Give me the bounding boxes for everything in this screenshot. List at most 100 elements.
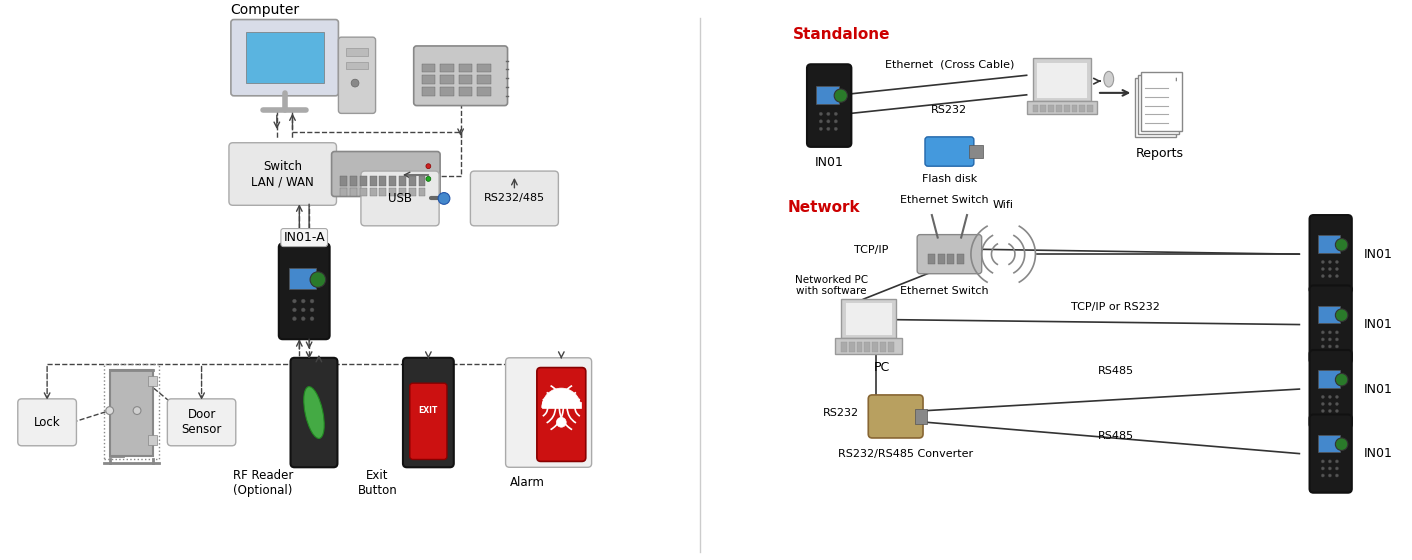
Circle shape	[292, 317, 297, 321]
FancyBboxPatch shape	[844, 302, 892, 335]
Text: Ethernet  (Cross Cable): Ethernet (Cross Cable)	[885, 59, 1014, 69]
Bar	[104, 363, 158, 459]
Text: Wifi: Wifi	[993, 200, 1014, 211]
Bar	[938, 254, 945, 264]
Bar	[409, 176, 415, 186]
FancyBboxPatch shape	[1138, 75, 1179, 134]
Text: Door
Sensor: Door Sensor	[181, 408, 222, 436]
Text: TCP/IP or RS232: TCP/IP or RS232	[1072, 302, 1161, 312]
Circle shape	[1336, 268, 1339, 270]
FancyBboxPatch shape	[505, 358, 592, 467]
Bar	[350, 188, 357, 195]
Circle shape	[301, 308, 305, 312]
FancyBboxPatch shape	[18, 399, 76, 446]
Bar	[1087, 105, 1093, 113]
FancyBboxPatch shape	[1319, 370, 1340, 388]
Text: IN01: IN01	[1364, 248, 1392, 260]
Circle shape	[1322, 331, 1324, 334]
Ellipse shape	[304, 386, 325, 438]
Bar	[888, 342, 894, 352]
Bar	[148, 376, 157, 386]
Bar	[1041, 105, 1046, 113]
Text: Computer: Computer	[230, 3, 299, 17]
Text: IN01: IN01	[1364, 447, 1392, 460]
FancyBboxPatch shape	[808, 64, 851, 147]
Bar	[880, 342, 885, 352]
Circle shape	[1329, 345, 1332, 348]
Circle shape	[1329, 260, 1332, 264]
Bar	[110, 370, 152, 455]
Circle shape	[292, 308, 297, 312]
Bar	[390, 188, 397, 195]
Circle shape	[311, 308, 313, 312]
Circle shape	[1336, 239, 1348, 251]
Circle shape	[426, 176, 431, 181]
Circle shape	[819, 112, 823, 115]
Circle shape	[834, 89, 847, 102]
Circle shape	[1336, 309, 1348, 321]
FancyBboxPatch shape	[232, 20, 339, 96]
Circle shape	[819, 127, 823, 130]
Bar	[459, 63, 473, 72]
Bar	[148, 435, 157, 445]
Bar	[370, 176, 377, 186]
Bar	[542, 402, 580, 408]
FancyBboxPatch shape	[1036, 62, 1087, 98]
Circle shape	[301, 299, 305, 303]
Bar	[915, 409, 926, 424]
Bar	[340, 176, 347, 186]
Circle shape	[1336, 274, 1339, 278]
Text: IN01: IN01	[1364, 318, 1392, 331]
Circle shape	[311, 317, 313, 321]
Bar	[409, 188, 415, 195]
Bar	[849, 342, 854, 352]
Text: IN01: IN01	[1364, 382, 1392, 395]
Circle shape	[1336, 403, 1339, 405]
Circle shape	[1329, 395, 1332, 399]
Bar	[422, 87, 435, 96]
Bar	[360, 188, 367, 195]
Text: Flash disk: Flash disk	[922, 174, 977, 184]
FancyBboxPatch shape	[409, 383, 448, 459]
Bar	[477, 63, 491, 72]
FancyBboxPatch shape	[278, 244, 329, 339]
Text: RF Reader
(Optional): RF Reader (Optional)	[233, 469, 294, 497]
Text: Ethernet Switch: Ethernet Switch	[901, 195, 988, 206]
Circle shape	[1329, 331, 1332, 334]
FancyBboxPatch shape	[918, 235, 981, 274]
Circle shape	[826, 120, 830, 123]
Ellipse shape	[1104, 71, 1114, 87]
FancyBboxPatch shape	[402, 358, 453, 467]
Bar	[422, 75, 435, 84]
Circle shape	[1322, 395, 1324, 399]
Bar	[400, 188, 405, 195]
FancyBboxPatch shape	[229, 143, 336, 206]
Bar	[957, 254, 964, 264]
FancyBboxPatch shape	[842, 299, 895, 338]
Bar	[346, 48, 367, 56]
Text: TCP/IP: TCP/IP	[854, 245, 888, 255]
Circle shape	[292, 299, 297, 303]
Bar	[390, 176, 397, 186]
Text: PC: PC	[874, 361, 890, 374]
Bar	[1063, 105, 1070, 113]
Text: Alarm: Alarm	[510, 477, 545, 489]
Circle shape	[1322, 268, 1324, 270]
Circle shape	[1329, 268, 1332, 270]
Bar	[928, 254, 935, 264]
Circle shape	[819, 120, 823, 123]
Text: Lock: Lock	[34, 416, 61, 429]
Circle shape	[1322, 467, 1324, 470]
Bar	[346, 62, 367, 69]
Bar	[380, 188, 387, 195]
Circle shape	[1322, 338, 1324, 341]
Bar	[370, 188, 377, 195]
Circle shape	[1336, 460, 1339, 463]
Bar	[1056, 105, 1062, 113]
Text: Exit
Button: Exit Button	[357, 469, 397, 497]
Circle shape	[1322, 403, 1324, 405]
Circle shape	[1329, 274, 1332, 278]
Text: RS485: RS485	[1097, 431, 1134, 441]
Bar	[947, 254, 955, 264]
Circle shape	[1329, 403, 1332, 405]
